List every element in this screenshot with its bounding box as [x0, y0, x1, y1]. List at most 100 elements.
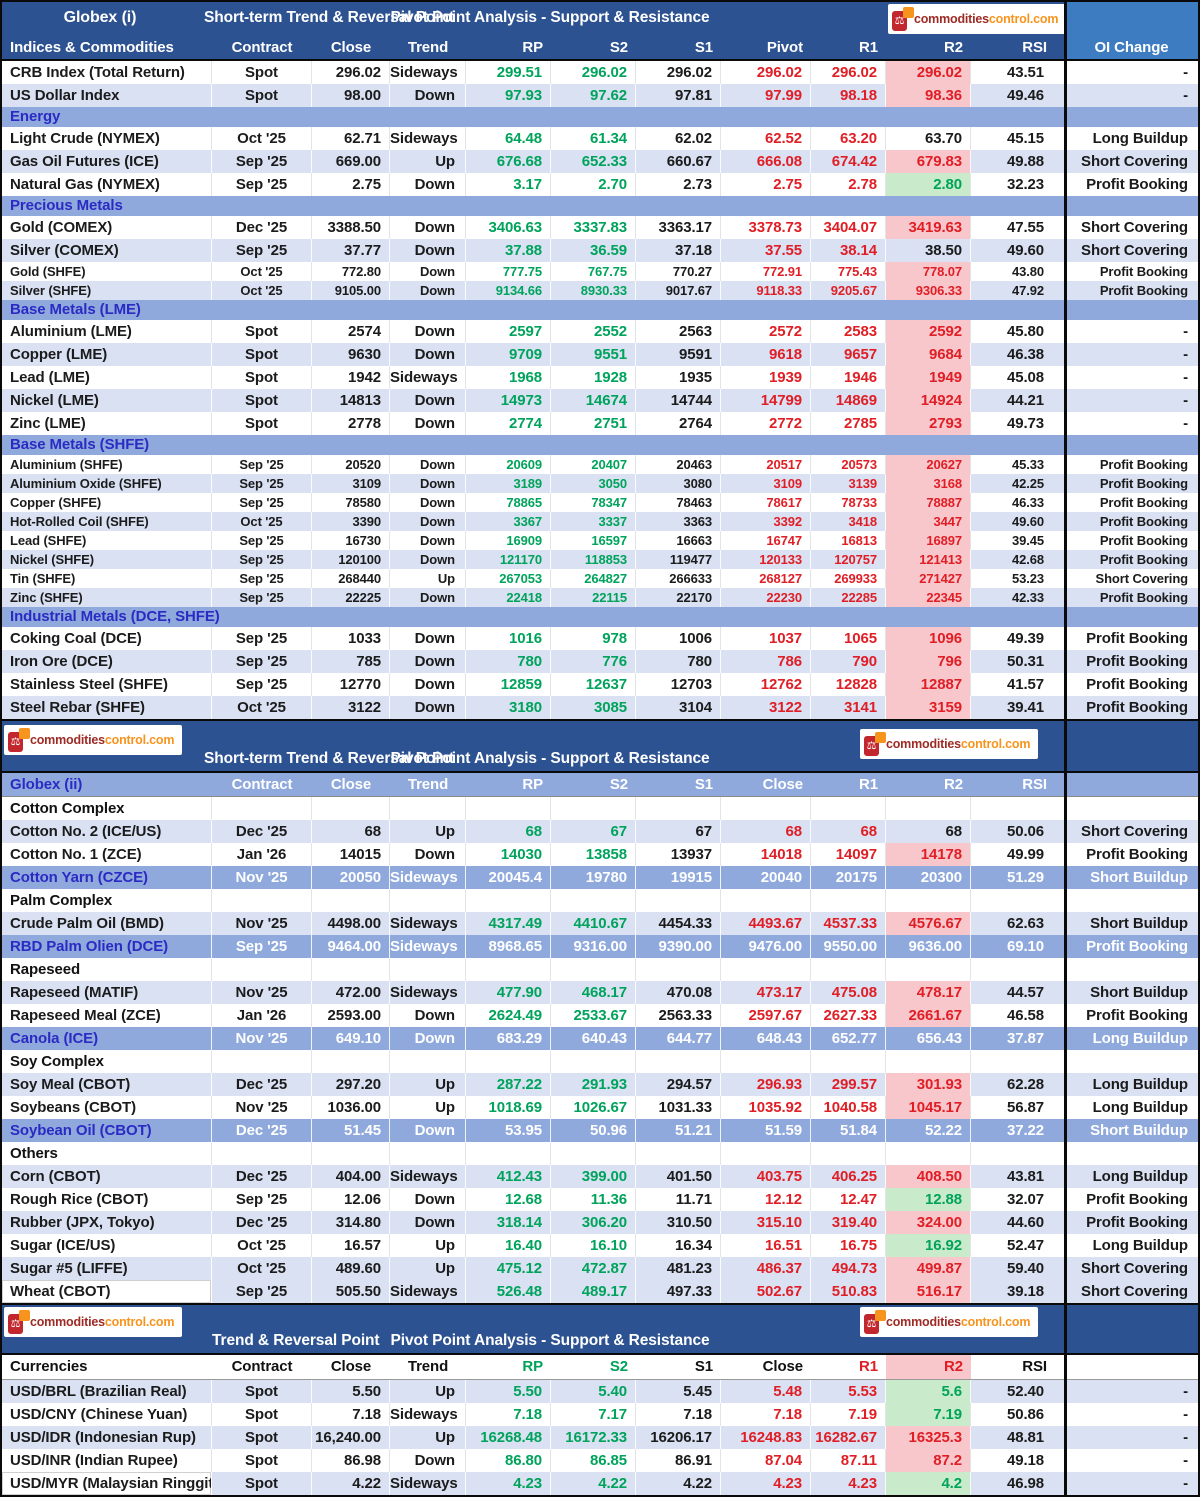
cell-r1: 296.02: [811, 61, 886, 84]
cell-rp: 3180: [466, 696, 551, 719]
cell-close: 3388.50: [312, 216, 390, 239]
cell-r2: 12887: [886, 673, 971, 696]
cell-contract: Spot: [212, 343, 312, 366]
cell-contract: Dec '25: [212, 216, 312, 239]
cell-oi: Profit Booking: [1086, 1007, 1188, 1024]
header-close: Close: [330, 39, 372, 56]
cell-rp: [466, 1050, 551, 1073]
cell-trend: Down: [390, 412, 466, 435]
cell-contract: Oct '25: [212, 127, 312, 150]
cell-oi: Short Covering: [1081, 242, 1188, 259]
cell-oi: -: [1183, 1452, 1188, 1469]
cell-close: 62.71: [312, 127, 390, 150]
cell-r1: 14869: [811, 389, 886, 412]
cell-r1: 16.75: [811, 1234, 886, 1257]
cell-oi: -: [1183, 1406, 1188, 1423]
cell-trend: Down: [390, 1119, 466, 1142]
cell-r2: 2592: [886, 320, 971, 343]
cell-label: Soybean Oil (CBOT): [2, 1119, 212, 1142]
cell-r1: 5.53: [811, 1380, 886, 1403]
cell-label: Zinc (SHFE): [2, 588, 212, 607]
header-trend: Trend: [407, 39, 449, 56]
cell-oi: Profit Booking: [1086, 653, 1188, 670]
cell-rsi: 53.23: [971, 569, 1067, 588]
cell-rsi: 51.29: [971, 866, 1067, 889]
cell-close: [312, 1142, 390, 1165]
cell-pivot: 1035.92: [721, 1096, 811, 1119]
cell-contract: [212, 1142, 312, 1165]
cell-rsi: 49.88: [971, 150, 1067, 173]
cell-oi: Profit Booking: [1086, 176, 1188, 193]
cell-r1: 652.77: [811, 1027, 886, 1050]
cell-s1: 481.23: [636, 1257, 721, 1280]
cell-rsi: 59.40: [971, 1257, 1067, 1280]
trend-subtitle: Short-term Trend & Reversal Point: [204, 750, 454, 767]
cell-oi: -: [1183, 64, 1188, 81]
cell-r1: [811, 889, 886, 912]
header-close: Close: [330, 1358, 372, 1375]
oi-change-header: OI Change: [1065, 2, 1198, 59]
cell-pivot: 16.51: [721, 1234, 811, 1257]
cell-rsi: 46.33: [971, 493, 1067, 512]
cell-trend: Down: [390, 1449, 466, 1472]
cell-oi: Short Covering: [1095, 571, 1189, 586]
cell-contract: Dec '25: [212, 1211, 312, 1234]
cell-close: 9105.00: [312, 281, 390, 300]
cell-contract: Jan '26: [212, 843, 312, 866]
currencies-band: ⚖ commodities control.com Trend & Reversa…: [2, 1303, 1198, 1355]
table-row: Rough Rice (CBOT) Sep '25 12.06 Down 12.68 11…: [2, 1188, 1198, 1211]
cell-rsi: 49.46: [971, 84, 1067, 107]
cell-rsi: 50.06: [971, 820, 1067, 843]
cell-trend: Down: [390, 1188, 466, 1211]
cell-r1: 3404.07: [811, 216, 886, 239]
cell-s1: 660.67: [636, 150, 721, 173]
table-row: USD/INR (Indian Rupee) Spot 86.98 Down 86.80…: [2, 1449, 1198, 1472]
cell-rsi: 49.18: [971, 1449, 1067, 1472]
cell-contract: Oct '25: [212, 1257, 312, 1280]
cell-s2: 3337.83: [551, 216, 636, 239]
cell-r2: 1949: [886, 366, 971, 389]
cell-s1: 2764: [636, 412, 721, 435]
cell-s1: 1935: [636, 366, 721, 389]
header-rsi: RSI: [1022, 39, 1047, 56]
cell-contract: Sep '25: [212, 673, 312, 696]
cell-oi: Profit Booking: [1086, 1191, 1188, 1208]
cell-close: 772.80: [312, 262, 390, 281]
trend-subtitle: Trend & Reversal Point: [212, 1332, 380, 1349]
table-row: Copper (LME) Spot 9630 Down 9709 9551 9591 9618…: [2, 343, 1198, 366]
cell-s1: 3363: [636, 512, 721, 531]
cell-rsi: 49.73: [971, 412, 1067, 435]
cell-pivot: 296.02: [721, 61, 811, 84]
cell-contract: Dec '25: [212, 1119, 312, 1142]
cell-r2: 499.87: [886, 1257, 971, 1280]
cell-oi: Long Buildup: [1092, 1237, 1189, 1254]
cell-contract: Nov '25: [212, 866, 312, 889]
cell-rsi: 37.87: [971, 1027, 1067, 1050]
table-row: CRB Index (Total Return) Spot 296.02 Sidewa…: [2, 61, 1198, 84]
cell-s2: 16.10: [551, 1234, 636, 1257]
cell-close: [312, 1050, 390, 1073]
cell-label: Silver (SHFE): [2, 281, 212, 300]
cell-s1: 470.08: [636, 981, 721, 1004]
cell-trend: Down: [390, 673, 466, 696]
cell-contract: Dec '25: [212, 820, 312, 843]
cell-r2: 9684: [886, 343, 971, 366]
cell-trend: Sideways: [390, 127, 466, 150]
cell-s1: 296.02: [636, 61, 721, 84]
cell-close: 297.20: [312, 1073, 390, 1096]
cell-trend: Up: [390, 1257, 466, 1280]
cell-rp: 5.50: [466, 1380, 551, 1403]
cell-label: Sugar #5 (LIFFE): [2, 1257, 212, 1280]
cell-oi: [1067, 958, 1198, 981]
table-row: USD/CNY (Chinese Yuan) Spot 7.18 Sideways 7.…: [2, 1403, 1198, 1426]
table-row: US Dollar Index Spot 98.00 Down 97.93 97.62 97…: [2, 84, 1198, 107]
cell-oi: Short Covering: [1081, 1260, 1188, 1277]
cell-oi: [1067, 797, 1198, 820]
cell-close: 1033: [312, 627, 390, 650]
cell-r2: 2661.67: [886, 1004, 971, 1027]
cell-r2: 98.36: [886, 84, 971, 107]
section-label: Energy: [10, 108, 61, 125]
cell-r1: 12828: [811, 673, 886, 696]
cell-rsi: 37.22: [971, 1119, 1067, 1142]
cell-label: Cotton No. 2 (ICE/US): [2, 820, 212, 843]
